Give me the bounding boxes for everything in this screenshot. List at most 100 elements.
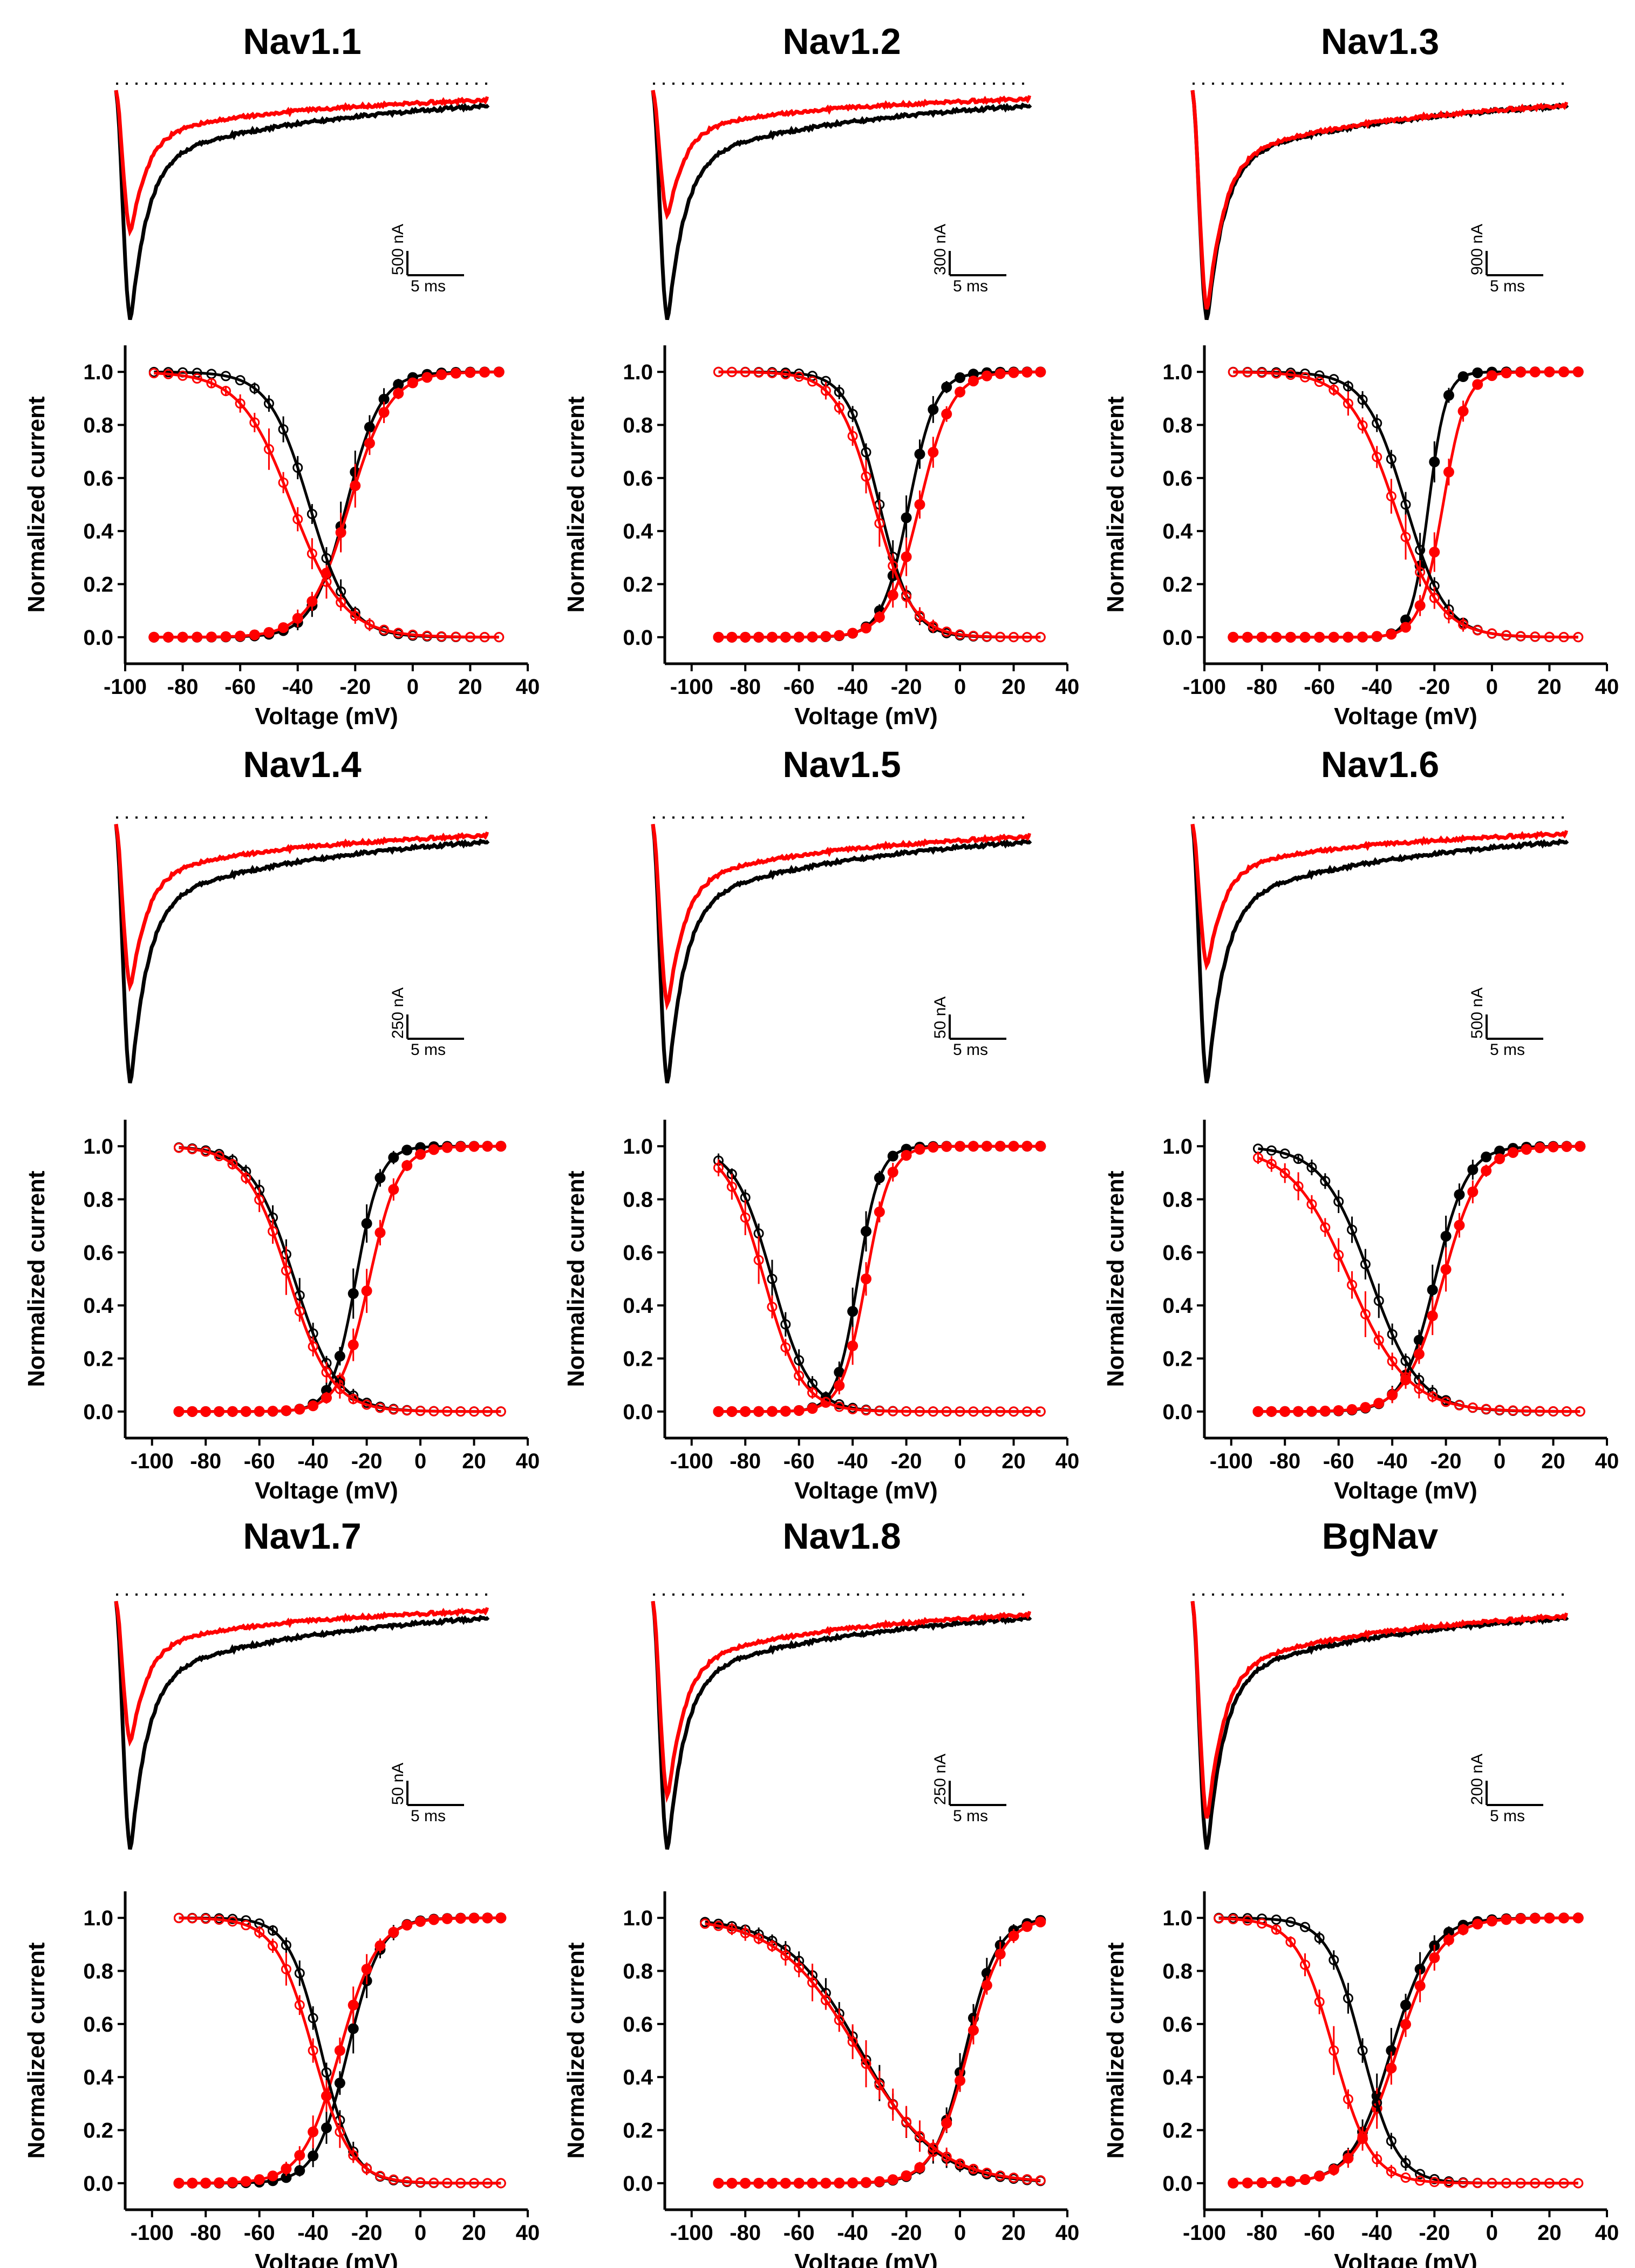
x-axis-label: Voltage (mV)	[794, 703, 938, 730]
x-tick-label: -80	[1246, 675, 1278, 699]
iv-point-inactivation	[263, 398, 274, 409]
iv-point-activation	[766, 631, 778, 643]
x-tick-label: -100	[1210, 1449, 1253, 1473]
iv-point-activation	[1521, 1143, 1532, 1155]
iv-point-inactivation	[847, 1404, 858, 1414]
iv-point-activation	[482, 1141, 493, 1152]
iv-point-activation	[374, 1940, 386, 1951]
iv-point-activation	[780, 1406, 791, 1417]
iv-point-inactivation	[268, 1925, 278, 1936]
iv-point-inactivation	[148, 368, 159, 379]
iv-point-inactivation	[1400, 499, 1411, 510]
iv-point-activation	[1343, 631, 1354, 643]
iv-point-inactivation	[1329, 2045, 1339, 2056]
iv-point-activation	[914, 1143, 925, 1155]
iv-point-activation	[914, 448, 925, 460]
panel-title: Nav1.8	[782, 1516, 901, 1557]
iv-point-activation	[928, 1142, 939, 1153]
iv-point-activation	[713, 631, 724, 643]
iv-point-activation	[901, 551, 912, 562]
y-tick-label: 0.4	[1162, 1294, 1193, 1318]
iv-point-activation	[1413, 1334, 1425, 1346]
iv-point-activation	[1481, 1165, 1492, 1176]
iv-point-activation	[955, 386, 966, 398]
iv-point-inactivation	[861, 447, 871, 458]
iv-point-inactivation	[1400, 2172, 1411, 2183]
y-tick-label: 1.0	[83, 1135, 113, 1159]
panel-title: Nav1.5	[782, 744, 901, 785]
panel-nav1-6: Nav1.6 500 nA5 ms 0.0 0.2 0.4 0.6 0.8 1.0 -100 -8…	[1102, 744, 1619, 1504]
x-tick-label: 20	[1002, 1449, 1026, 1473]
trace-control-line	[651, 90, 1032, 321]
iv-point-inactivation	[1429, 592, 1440, 603]
x-tick-label: -60	[244, 2221, 275, 2245]
x-tick-label: -80	[730, 2221, 761, 2245]
iv-point-activation	[1544, 1912, 1555, 1924]
iv-point-inactivation	[1285, 1917, 1296, 1928]
iv-point-inactivation	[221, 386, 231, 397]
trace-control-line	[1190, 823, 1569, 1084]
trace-control-line	[651, 1600, 1032, 1850]
iv-point-activation	[1414, 1980, 1426, 1992]
x-tick-label: 20	[1541, 1449, 1565, 1473]
y-tick-label: 1.0	[1162, 360, 1193, 384]
iv-fit-control-activation	[179, 1145, 501, 1413]
iv-point-activation	[1457, 405, 1469, 417]
iv-point-inactivation	[1009, 1406, 1019, 1417]
iv-point-activation	[1572, 1912, 1584, 1924]
iv-point-inactivation	[281, 1265, 291, 1276]
panel-bgnav: BgNav 200 nA5 ms 0.0 0.2 0.4 0.6 0.8 1.0 -100 -80…	[1102, 1516, 1619, 2268]
iv-point-inactivation	[1386, 454, 1396, 465]
iv-point-activation	[281, 2172, 292, 2183]
iv-point-activation	[308, 2126, 319, 2137]
iv-point-inactivation	[1487, 2178, 1497, 2189]
iv-point-inactivation	[1228, 367, 1238, 378]
iv-point-activation	[1328, 631, 1339, 643]
panel-title: BgNav	[1322, 1516, 1439, 1557]
iv-point-inactivation	[1347, 1224, 1358, 1235]
iv-point-activation	[914, 2162, 925, 2173]
iv-point-activation	[1427, 1310, 1438, 1322]
x-tick-label: 20	[1537, 675, 1562, 699]
iv-point-inactivation	[308, 2045, 318, 2056]
panel-title: Nav1.2	[782, 21, 901, 62]
iv-point-activation	[780, 2177, 791, 2189]
x-tick-label: -20	[351, 1449, 383, 1473]
iv-point-activation	[1314, 631, 1325, 643]
iv-point-inactivation	[941, 626, 952, 637]
iv-point-inactivation	[941, 1406, 952, 1417]
iv-point-activation	[1544, 366, 1555, 378]
x-tick-label: 40	[1055, 675, 1080, 699]
iv-point-activation	[173, 2177, 185, 2189]
iv-point-inactivation	[1558, 632, 1569, 643]
iv-point-inactivation	[968, 2163, 979, 2174]
iv-point-inactivation	[1573, 2178, 1584, 2189]
iv-point-inactivation	[1400, 1372, 1411, 1382]
iv-point-activation	[393, 388, 404, 399]
iv-point-inactivation	[348, 1394, 359, 1405]
iv-point-inactivation	[767, 1302, 778, 1312]
iv-point-activation	[1271, 631, 1282, 643]
iv-fit-toxin-activation	[179, 1145, 501, 1413]
iv-point-activation	[1443, 466, 1454, 478]
iv-point-inactivation	[753, 1255, 764, 1265]
iv-point-inactivation	[1429, 2174, 1440, 2184]
iv-fit-toxin-activation	[1233, 1916, 1578, 2185]
iv-point-inactivation	[928, 621, 938, 631]
iv-point-activation	[1400, 2019, 1411, 2030]
y-tick-label: 0.2	[83, 573, 113, 597]
iv-point-activation	[1467, 1186, 1479, 1197]
x-axis-label: Voltage (mV)	[255, 703, 398, 730]
x-axis-label: Voltage (mV)	[794, 2249, 938, 2268]
iv-point-activation	[1285, 2176, 1296, 2187]
iv-point-activation	[321, 2122, 332, 2134]
y-tick-label: 0.4	[1162, 2066, 1193, 2089]
iv-point-inactivation	[1372, 2097, 1382, 2108]
x-axis-label: Voltage (mV)	[1334, 1477, 1477, 1504]
iv-point-activation	[1413, 1348, 1425, 1360]
iv-point-inactivation	[1279, 1148, 1290, 1159]
iv-point-inactivation	[1314, 1932, 1325, 1943]
iv-point-inactivation	[820, 1397, 831, 1407]
iv-point-activation	[206, 631, 217, 643]
iv-point-inactivation	[455, 1406, 466, 1417]
